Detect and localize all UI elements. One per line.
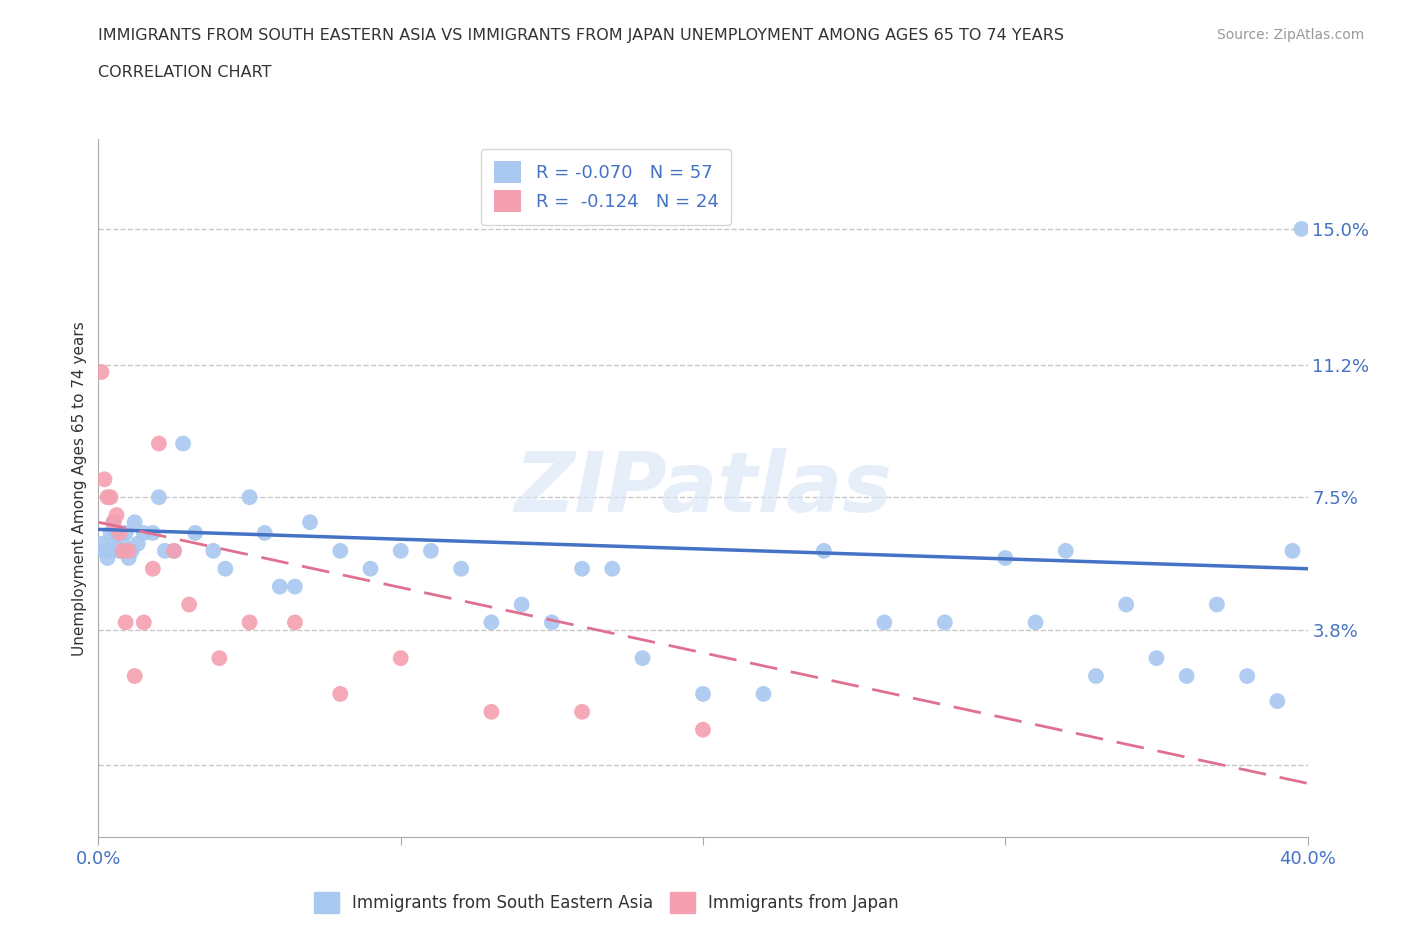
Point [692, 723, 714, 737]
Point [108, 543, 131, 558]
Point [1291, 221, 1313, 236]
Point [813, 543, 835, 558]
Point [100, 525, 122, 540]
Point [360, 562, 382, 577]
Legend: Immigrants from South Eastern Asia, Immigrants from Japan: Immigrants from South Eastern Asia, Immi… [307, 885, 905, 920]
Point [389, 651, 412, 666]
Point [103, 515, 125, 530]
Point [142, 562, 165, 577]
Point [96, 490, 118, 505]
Point [214, 562, 236, 577]
Point [108, 525, 131, 540]
Point [631, 651, 654, 666]
Point [148, 490, 170, 505]
Text: IMMIGRANTS FROM SOUTH EASTERN ASIA VS IMMIGRANTS FROM JAPAN UNEMPLOYMENT AMONG A: IMMIGRANTS FROM SOUTH EASTERN ASIA VS IM… [98, 28, 1064, 43]
Point [994, 551, 1017, 565]
Point [93, 543, 115, 558]
Point [419, 543, 441, 558]
Point [100, 543, 122, 558]
Point [299, 515, 322, 530]
Point [253, 525, 276, 540]
Point [329, 543, 352, 558]
Point [1236, 669, 1258, 684]
Point [692, 686, 714, 701]
Text: CORRELATION CHART: CORRELATION CHART [98, 65, 271, 80]
Point [1115, 597, 1137, 612]
Point [284, 579, 307, 594]
Point [111, 543, 134, 558]
Point [510, 597, 533, 612]
Point [121, 543, 143, 558]
Point [90, 365, 112, 379]
Point [118, 543, 141, 558]
Point [329, 686, 352, 701]
Point [202, 543, 225, 558]
Point [571, 704, 593, 719]
Point [184, 525, 207, 540]
Point [269, 579, 291, 594]
Point [481, 704, 503, 719]
Point [172, 436, 194, 451]
Point [114, 615, 136, 630]
Point [602, 562, 624, 577]
Point [142, 525, 165, 540]
Point [481, 615, 503, 630]
Point [540, 615, 562, 630]
Text: Source: ZipAtlas.com: Source: ZipAtlas.com [1216, 28, 1364, 42]
Point [873, 615, 896, 630]
Point [1024, 615, 1046, 630]
Point [93, 472, 115, 486]
Point [153, 543, 176, 558]
Point [934, 615, 956, 630]
Point [127, 537, 149, 551]
Point [105, 525, 128, 540]
Point [571, 562, 593, 577]
Point [96, 551, 118, 565]
Point [163, 543, 186, 558]
Y-axis label: Unemployment Among Ages 65 to 74 years: Unemployment Among Ages 65 to 74 years [72, 321, 87, 656]
Point [114, 525, 136, 540]
Point [148, 436, 170, 451]
Point [163, 543, 186, 558]
Point [90, 537, 112, 551]
Point [103, 537, 125, 551]
Point [1281, 543, 1303, 558]
Point [1144, 651, 1167, 666]
Point [1175, 669, 1198, 684]
Point [124, 669, 146, 684]
Point [1054, 543, 1077, 558]
Point [239, 615, 262, 630]
Text: ZIPatlas: ZIPatlas [515, 447, 891, 529]
Point [208, 651, 231, 666]
Point [103, 515, 125, 530]
Point [1265, 694, 1288, 709]
Point [124, 515, 146, 530]
Point [450, 562, 472, 577]
Point [105, 508, 128, 523]
Point [111, 537, 134, 551]
Point [1206, 597, 1229, 612]
Point [100, 490, 122, 505]
Point [132, 525, 155, 540]
Point [132, 615, 155, 630]
Point [284, 615, 307, 630]
Point [239, 490, 262, 505]
Point [752, 686, 775, 701]
Point [118, 551, 141, 565]
Point [1085, 669, 1108, 684]
Point [177, 597, 201, 612]
Point [389, 543, 412, 558]
